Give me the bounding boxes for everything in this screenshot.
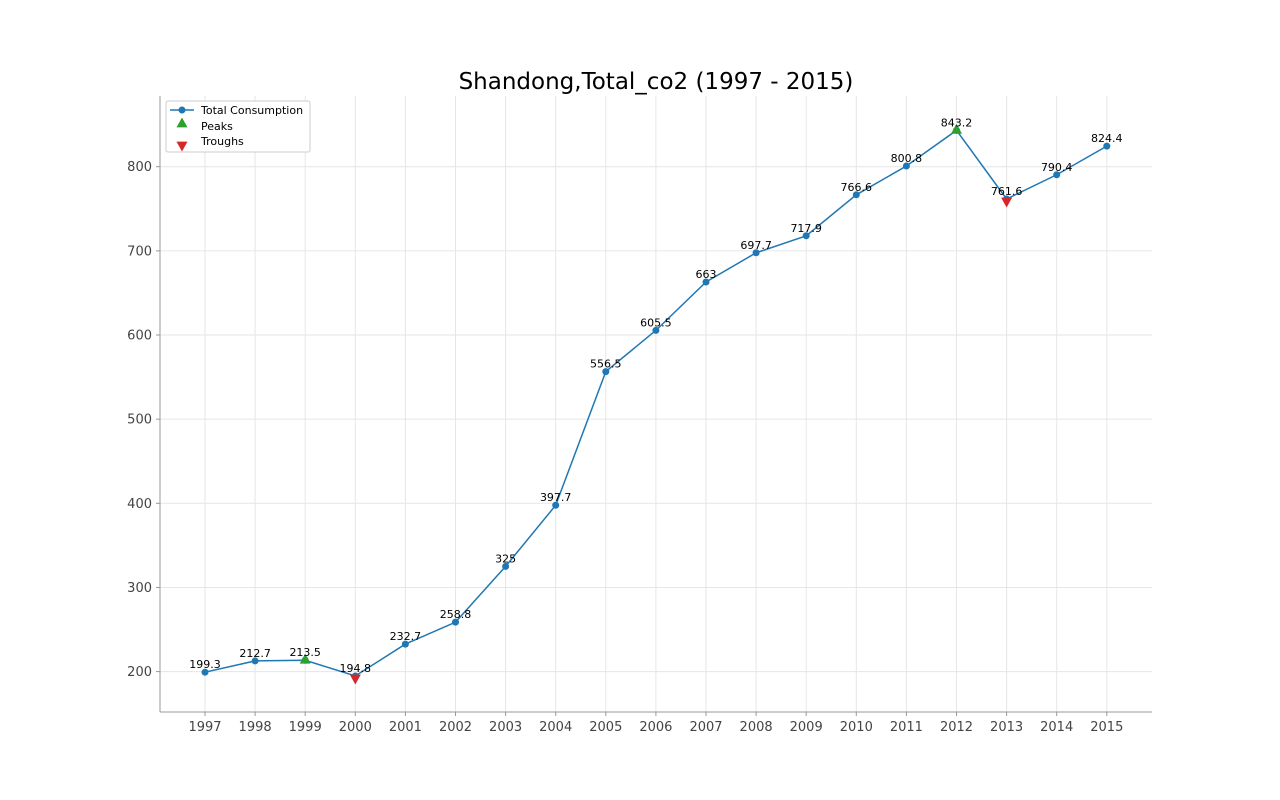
x-tick-label: 2011 bbox=[890, 720, 923, 735]
legend-troughs-label: Troughs bbox=[200, 135, 244, 148]
data-label: 697.7 bbox=[740, 239, 772, 252]
data-point bbox=[552, 501, 560, 509]
grid bbox=[160, 96, 1152, 712]
data-point bbox=[752, 249, 760, 257]
data-point bbox=[902, 162, 910, 170]
data-label: 213.5 bbox=[289, 646, 321, 659]
data-label: 232.7 bbox=[390, 630, 422, 643]
data-label: 663 bbox=[696, 268, 717, 281]
data-label: 556.5 bbox=[590, 358, 622, 371]
data-point bbox=[802, 232, 810, 240]
x-tick-label: 2004 bbox=[539, 720, 572, 735]
data-point bbox=[652, 326, 660, 334]
legend-peaks-label: Peaks bbox=[201, 120, 233, 133]
data-labels: 199.3 212.7 213.5 194.8 232.7 258.8 325 397.7 55… bbox=[189, 116, 1122, 675]
x-tick-label: 2014 bbox=[1040, 720, 1073, 735]
x-tick-label: 2008 bbox=[740, 720, 773, 735]
data-point bbox=[1053, 171, 1061, 179]
peak-marker bbox=[299, 653, 311, 664]
y-tick-label: 300 bbox=[127, 581, 152, 596]
data-label: 212.7 bbox=[239, 647, 271, 660]
x-tick-label: 2015 bbox=[1090, 720, 1123, 735]
x-tick-label: 2012 bbox=[940, 720, 973, 735]
data-label: 761.6 bbox=[991, 185, 1023, 198]
y-tick-labels: 200 300 400 500 600 700 800 bbox=[127, 160, 160, 680]
data-label: 258.8 bbox=[440, 608, 472, 621]
data-label: 824.4 bbox=[1091, 132, 1123, 145]
x-tick-label: 1997 bbox=[188, 720, 221, 735]
x-tick-label: 2000 bbox=[339, 720, 372, 735]
data-point bbox=[1103, 142, 1111, 150]
x-tick-label: 2003 bbox=[489, 720, 522, 735]
y-tick-label: 800 bbox=[127, 160, 152, 175]
data-label: 843.2 bbox=[941, 116, 973, 129]
legend-box bbox=[165, 100, 311, 153]
chart-title: Shandong,Total_co2 (1997 - 2015) bbox=[459, 69, 854, 95]
y-tick-label: 700 bbox=[127, 244, 152, 259]
peak-marker bbox=[951, 123, 962, 134]
legend-dot-icon bbox=[178, 106, 186, 114]
peak-triangle-icon bbox=[176, 117, 188, 128]
legend: Total Consumption Peaks Troughs bbox=[165, 100, 311, 153]
data-label: 800.8 bbox=[891, 152, 923, 165]
x-tick-label: 2010 bbox=[840, 720, 873, 735]
y-tick-label: 500 bbox=[127, 413, 152, 428]
trough-triangle-icon bbox=[176, 141, 188, 152]
data-label: 397.7 bbox=[540, 491, 572, 504]
data-label: 325 bbox=[495, 552, 516, 565]
data-point bbox=[452, 618, 459, 626]
data-point bbox=[401, 640, 409, 648]
x-tick-label: 2009 bbox=[790, 720, 823, 735]
x-tick-label: 2001 bbox=[389, 720, 422, 735]
data-label: 194.8 bbox=[340, 662, 372, 675]
x-tick-label: 1998 bbox=[239, 720, 272, 735]
data-label: 199.3 bbox=[189, 658, 221, 671]
y-tick-label: 200 bbox=[127, 665, 152, 680]
x-tick-label: 2007 bbox=[689, 720, 722, 735]
data-label: 717.9 bbox=[790, 222, 822, 235]
data-point bbox=[602, 368, 610, 376]
data-label: 605.5 bbox=[640, 316, 672, 329]
data-label: 790.4 bbox=[1041, 161, 1073, 174]
data-label: 766.6 bbox=[841, 181, 873, 194]
x-tick-label: 2002 bbox=[439, 720, 472, 735]
data-point bbox=[251, 657, 259, 665]
x-tick-label: 2006 bbox=[639, 720, 672, 735]
trough-marker bbox=[349, 674, 361, 685]
x-tick-labels: 1997 1998 1999 2000 2001 2002 2003 2004 2005 2006… bbox=[188, 712, 1123, 735]
x-tick-label: 2005 bbox=[589, 720, 622, 735]
x-tick-label: 1999 bbox=[289, 720, 322, 735]
peak-trough-markers bbox=[299, 123, 1013, 685]
data-point bbox=[502, 562, 510, 570]
y-tick-label: 600 bbox=[127, 328, 152, 343]
legend-series-label: Total Consumption bbox=[200, 104, 303, 117]
data-point bbox=[201, 668, 209, 676]
trough-marker bbox=[1001, 197, 1013, 208]
data-point bbox=[702, 278, 710, 286]
y-tick-label: 400 bbox=[127, 497, 152, 512]
x-tick-label: 2013 bbox=[990, 720, 1023, 735]
data-point bbox=[852, 191, 860, 199]
